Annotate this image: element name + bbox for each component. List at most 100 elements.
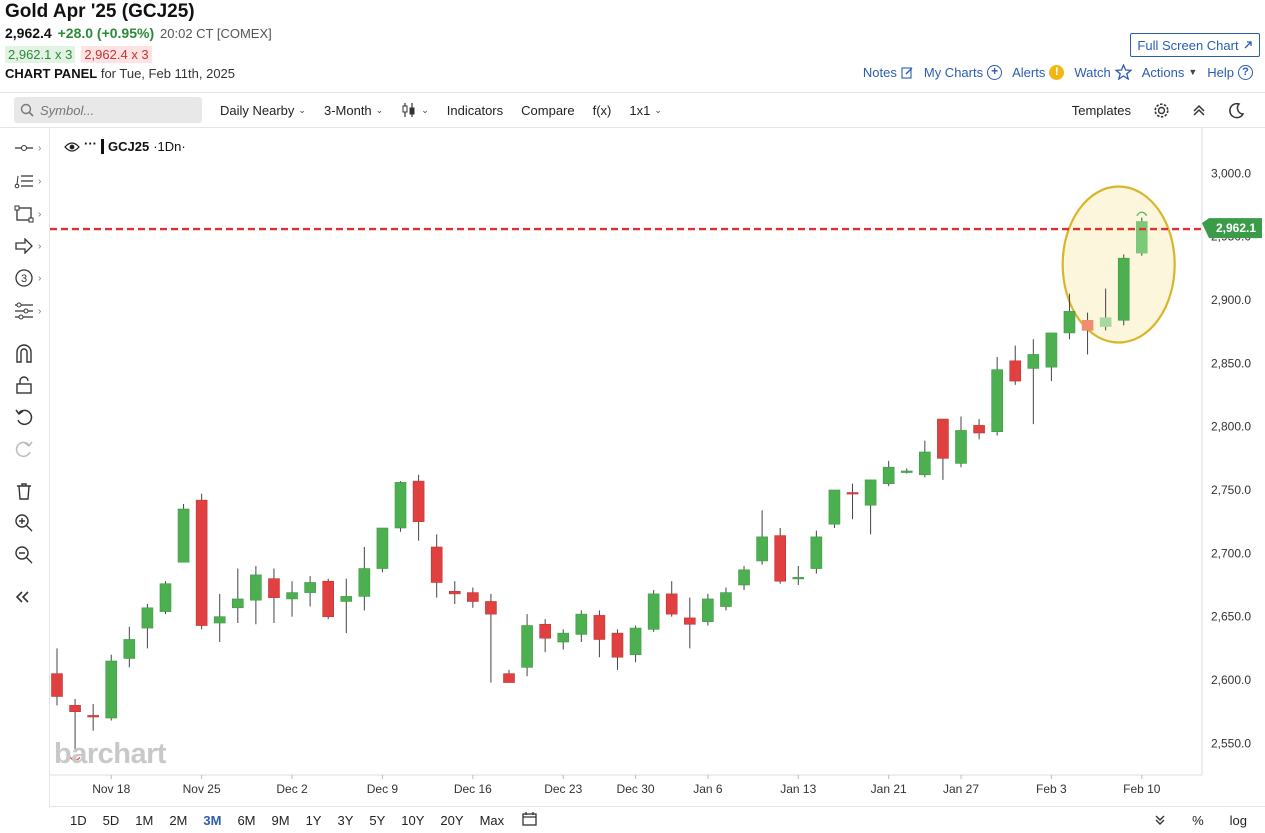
candle-body xyxy=(268,578,280,598)
period-5d[interactable]: 5D xyxy=(102,812,120,828)
candle-body xyxy=(51,673,63,697)
line-tool[interactable]: › xyxy=(14,137,44,159)
templates-button[interactable]: Templates xyxy=(1071,102,1131,118)
delete-tool[interactable] xyxy=(14,480,44,502)
dark-mode-icon[interactable] xyxy=(1228,102,1245,119)
chevron-down-icon: ⌄ xyxy=(421,104,429,115)
watch-link[interactable]: Watch xyxy=(1074,64,1132,80)
arrow-tool[interactable]: › xyxy=(14,235,44,257)
percent-toggle[interactable]: % xyxy=(1192,812,1204,828)
symbol-search[interactable] xyxy=(14,97,202,123)
shape-tool[interactable]: › xyxy=(14,203,44,225)
candle-body xyxy=(1063,311,1076,334)
period-6m[interactable]: 6M xyxy=(237,812,256,828)
x-tick-label: Jan 21 xyxy=(871,782,907,796)
fx-button[interactable]: f(x) xyxy=(593,103,612,118)
y-tick-label: 2,550.0 xyxy=(1211,736,1251,750)
x-tick-label: Nov 25 xyxy=(183,782,221,796)
period-bar: 1D 5D 1M 2M 3M 6M 9M 1Y 3Y 5Y 10Y 20Y Max % log xyxy=(50,806,1265,833)
watch-label: Watch xyxy=(1074,64,1111,80)
candle-body xyxy=(792,577,805,580)
candle-body xyxy=(503,673,515,683)
legend-more[interactable]: ··· xyxy=(84,136,97,151)
period-max[interactable]: Max xyxy=(479,812,505,828)
collapse-up-icon[interactable] xyxy=(1192,103,1206,117)
candle-body xyxy=(286,592,298,600)
svg-text:3: 3 xyxy=(21,273,27,285)
candle-body xyxy=(304,582,316,593)
chevron-double-down-icon[interactable] xyxy=(1154,814,1166,826)
x-tick-label: Dec 16 xyxy=(454,782,492,796)
period-10y[interactable]: 10Y xyxy=(401,812,425,828)
log-toggle[interactable]: log xyxy=(1229,812,1247,828)
period-1m[interactable]: 1M xyxy=(135,812,154,828)
period-3y[interactable]: 3Y xyxy=(337,812,354,828)
candle-body xyxy=(1081,319,1094,331)
lock-tool[interactable] xyxy=(14,374,44,396)
top-links: Notes My Charts + Alerts ! Watch Actions… xyxy=(863,64,1253,80)
period-2m[interactable]: 2M xyxy=(169,812,188,828)
aggregation-select[interactable]: Daily Nearby ⌄ xyxy=(220,103,306,118)
question-icon: ? xyxy=(1238,64,1253,80)
compare-button[interactable]: Compare xyxy=(521,103,574,118)
high-marker xyxy=(1136,211,1148,217)
indicators-label: Indicators xyxy=(446,102,504,118)
candle-body xyxy=(937,418,949,459)
candle-body xyxy=(720,592,732,607)
period-5y[interactable]: 5Y xyxy=(369,812,386,828)
fx-label: f(x) xyxy=(592,102,612,118)
candle-body xyxy=(774,535,787,582)
period-1y[interactable]: 1Y xyxy=(305,812,322,828)
fibonacci-tool[interactable]: › xyxy=(14,170,44,192)
zoom-in-icon xyxy=(15,514,33,532)
candle-body xyxy=(394,482,407,529)
calendar-button[interactable] xyxy=(522,811,537,829)
period-9m[interactable]: 9M xyxy=(271,812,290,828)
undo-tool[interactable] xyxy=(14,406,44,428)
indicators-button[interactable]: Indicators xyxy=(447,103,503,118)
candle-body xyxy=(882,466,895,484)
gear-icon[interactable] xyxy=(1153,102,1170,119)
candle-body xyxy=(412,480,425,522)
x-tick-label: Dec 23 xyxy=(544,782,582,796)
period-20y[interactable]: 20Y xyxy=(440,812,464,828)
last-price-tag xyxy=(1202,218,1262,239)
search-input[interactable] xyxy=(40,102,190,118)
candle-body xyxy=(1099,317,1112,327)
redo-tool[interactable] xyxy=(14,438,44,460)
eye-icon[interactable] xyxy=(64,141,80,153)
chart-type-select[interactable]: ⌄ xyxy=(401,102,429,118)
layout-select[interactable]: 1x1 ⌄ xyxy=(629,103,662,118)
x-tick-label: Jan 27 xyxy=(943,782,979,796)
collapse-tools[interactable] xyxy=(14,586,44,608)
chart-panel-date: for Tue, Feb 11th, 2025 xyxy=(100,66,236,81)
candle-body xyxy=(557,632,570,643)
full-screen-chart-button[interactable]: Full Screen Chart xyxy=(1130,33,1260,57)
measure-tool[interactable]: › xyxy=(14,300,44,322)
zoom-out-tool[interactable] xyxy=(14,544,44,566)
legend-symbol: GCJ25 xyxy=(101,139,149,154)
drawing-tools: › › › › 3 › › xyxy=(0,128,50,808)
y-tick-label: 2,600.0 xyxy=(1211,673,1251,687)
x-tick-label: Dec 9 xyxy=(367,782,399,796)
candle-body xyxy=(123,639,136,659)
candle-body xyxy=(1027,354,1040,369)
candle-body xyxy=(919,451,931,476)
double-chevron-left-icon xyxy=(15,591,29,603)
actions-menu[interactable]: Actions ▼ xyxy=(1142,65,1198,80)
alerts-link[interactable]: Alerts ! xyxy=(1012,64,1065,80)
counter-tool[interactable]: 3 › xyxy=(14,267,44,289)
magnet-tool[interactable] xyxy=(14,342,44,364)
price-chart[interactable]: 2,550.0 2,600.0 2,650.0 2,700.0 2,750.0 2,800… xyxy=(0,128,1265,808)
candle-body xyxy=(1136,221,1148,254)
zoom-in-tool[interactable] xyxy=(14,512,44,534)
period-select[interactable]: 3-Month ⌄ xyxy=(324,103,383,118)
period-3m[interactable]: 3M xyxy=(203,812,222,828)
period-1d[interactable]: 1D xyxy=(70,812,87,828)
candle-body xyxy=(539,623,551,639)
help-link[interactable]: Help ? xyxy=(1207,64,1253,80)
candle-body xyxy=(485,601,497,615)
zoom-out-icon xyxy=(15,546,33,564)
notes-link[interactable]: Notes xyxy=(863,65,914,80)
my-charts-link[interactable]: My Charts + xyxy=(924,64,1003,80)
